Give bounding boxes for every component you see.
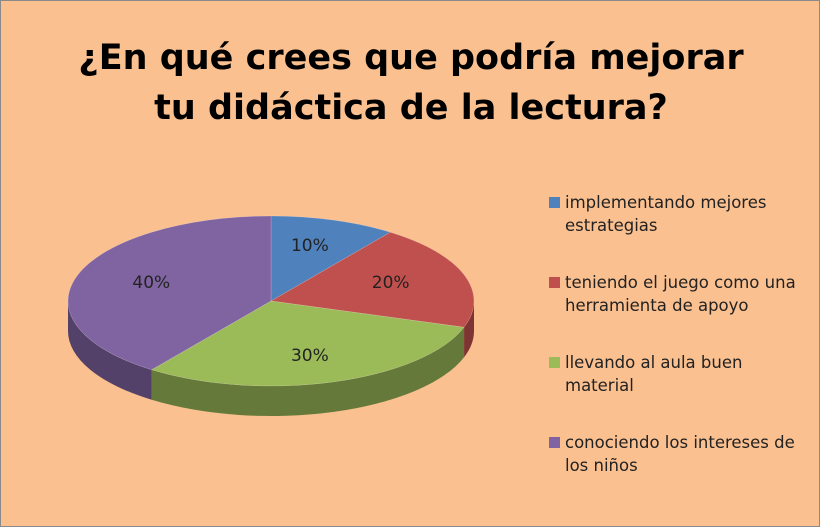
legend-swatch — [549, 197, 560, 208]
chart-title: ¿En qué crees que podría mejorar tu didá… — [78, 38, 744, 128]
slice — [270, 231, 475, 328]
pie-area: 10% 20% 30% 40% — [67, 215, 475, 416]
slice — [270, 215, 391, 302]
legend-swatch — [549, 277, 560, 288]
data-label: 30% — [291, 346, 329, 366]
legend-entry: teniendo el juego como una herramienta d… — [549, 271, 811, 351]
slice-side — [68, 301, 152, 400]
slice-side — [464, 301, 474, 358]
legend-entry: llevando al aula buen material — [549, 351, 811, 431]
legend-label: teniendo el juego como una herramienta d… — [565, 273, 796, 315]
data-label: 20% — [372, 273, 410, 293]
legend: implementando mejores estrategias teniend… — [549, 191, 811, 511]
legend-swatch — [549, 437, 560, 448]
legend-label: conociendo los intereses de los niños — [565, 433, 795, 475]
legend-label: llevando al aula buen material — [565, 353, 743, 395]
data-label: 40% — [132, 273, 170, 293]
legend-entry: implementando mejores estrategias — [549, 191, 811, 271]
legend-swatch — [549, 357, 560, 368]
data-label: 10% — [291, 236, 329, 256]
slice-side — [151, 327, 465, 416]
slice — [67, 215, 272, 371]
legend-entry: conociendo los intereses de los niños — [549, 431, 811, 511]
legend-label: implementando mejores estrategias — [565, 193, 767, 235]
slice — [151, 300, 465, 387]
